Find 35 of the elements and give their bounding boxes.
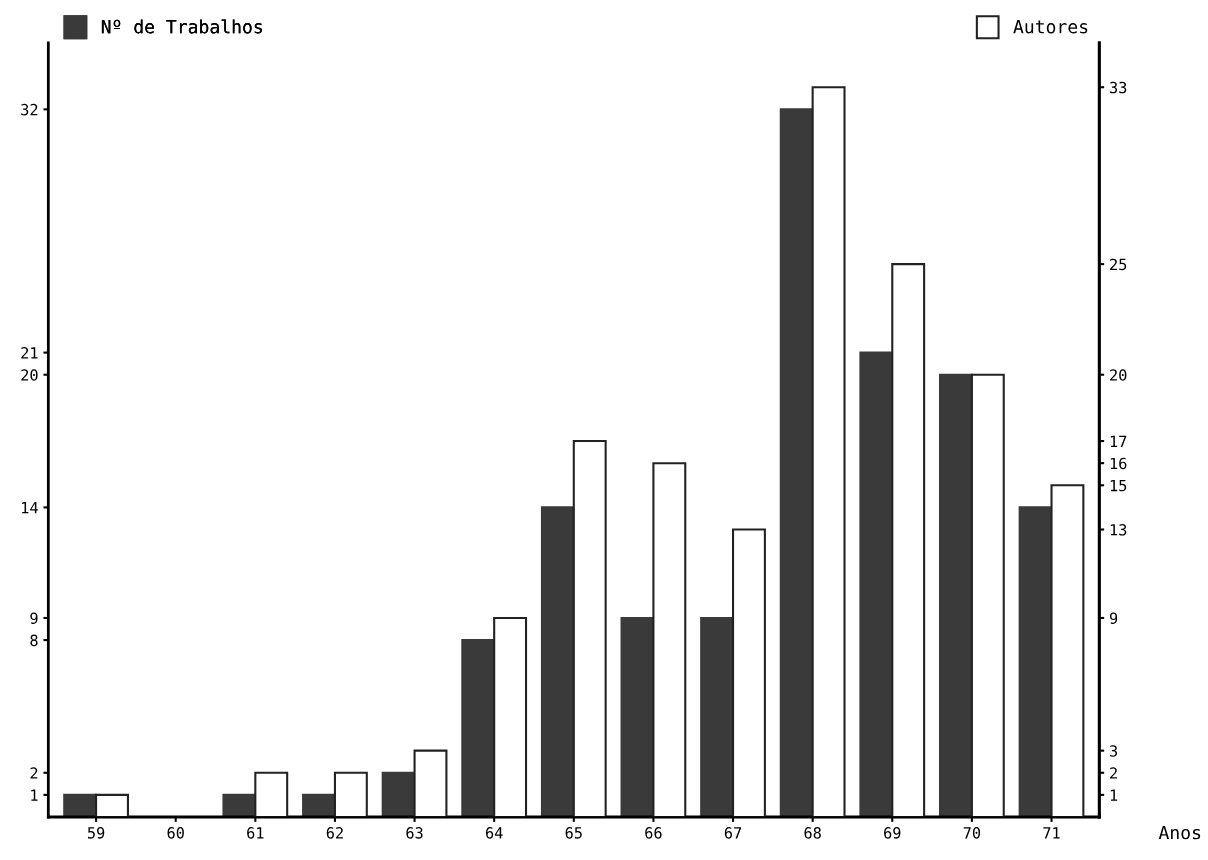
y-tick-label: 8 xyxy=(30,634,38,647)
y-tick-label: 21 xyxy=(21,347,38,359)
x-tick-label: 70 xyxy=(963,827,981,839)
legend-label: Autores xyxy=(1013,20,1088,34)
y2-tick-label: 9 xyxy=(1109,612,1118,625)
x-tick-label: 65 xyxy=(565,827,582,839)
x-tick-label: 62 xyxy=(326,827,343,839)
y-tick-label: 1 xyxy=(31,789,38,801)
y2-tick-label: 20 xyxy=(1110,369,1127,381)
y2-tick-label: 16 xyxy=(1110,457,1127,470)
legend-label: Nº de Trabalhos xyxy=(101,19,262,34)
y-tick-label: 32 xyxy=(21,103,38,116)
x-tick-label: 67 xyxy=(724,827,742,839)
y2-tick-label: 13 xyxy=(1110,524,1127,536)
y2-tick-label: 3 xyxy=(1110,745,1118,757)
x-tick-label: 60 xyxy=(167,827,184,839)
y-tick-label: 9 xyxy=(30,612,38,625)
x-tick-label: 59 xyxy=(87,827,105,839)
x-tick-label: 71 xyxy=(1043,827,1060,839)
y2-tick-label: 1 xyxy=(1110,789,1118,801)
y2-tick-label: 15 xyxy=(1110,479,1127,492)
x-tick-label: 66 xyxy=(645,827,662,839)
y2-tick-label: 33 xyxy=(1110,81,1127,94)
x-tick-label: 68 xyxy=(804,827,821,839)
x-tick-label: 69 xyxy=(884,827,901,839)
y-tick-label: 2 xyxy=(30,767,38,779)
x-tick-label: 61 xyxy=(247,827,264,839)
x-tick-label: 64 xyxy=(485,827,503,839)
y-tick-label: 14 xyxy=(22,502,38,514)
y2-tick-label: 25 xyxy=(1110,258,1127,271)
y2-tick-label: 17 xyxy=(1110,435,1127,447)
y-tick-label: 20 xyxy=(21,369,38,381)
x-axis-title: Anos xyxy=(1158,825,1201,840)
x-tick-label: 63 xyxy=(406,827,423,839)
y2-tick-label: 2 xyxy=(1110,767,1117,779)
